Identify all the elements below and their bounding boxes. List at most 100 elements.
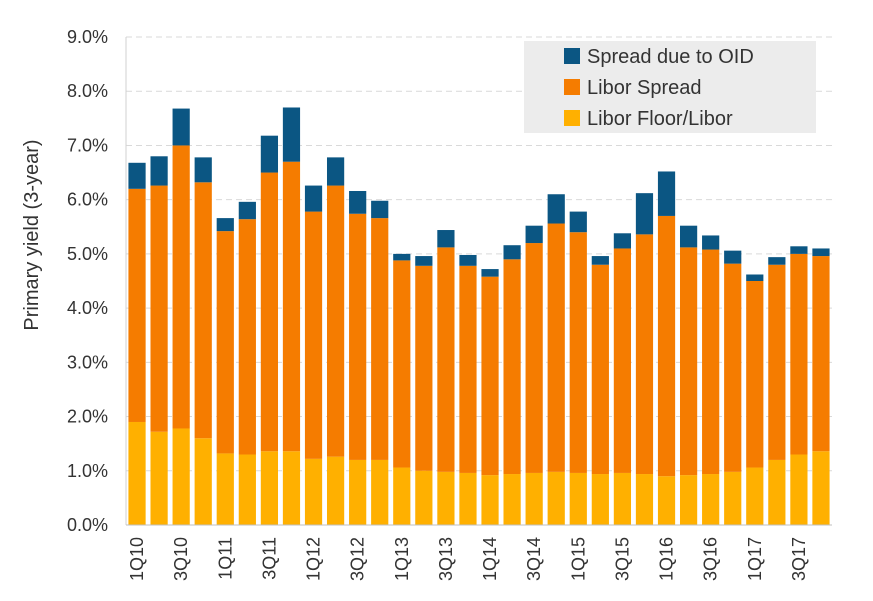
bar-segment (128, 421, 146, 525)
bar-segment (790, 246, 808, 254)
y-tick-label: 4.0% (67, 298, 108, 318)
bar-segment (238, 219, 256, 455)
bar-segment (349, 190, 367, 214)
bar-segment (679, 225, 698, 248)
bar-segment (591, 474, 609, 525)
bar-segment (194, 182, 212, 439)
bar-segment (812, 451, 830, 525)
bar-segment (393, 253, 411, 261)
bar-segment (459, 472, 477, 525)
legend-label: Spread due to OID (587, 46, 754, 68)
bar-segment (657, 171, 676, 216)
bar-segment (790, 253, 808, 455)
bar-segment (547, 471, 565, 525)
bar-segment (371, 200, 389, 219)
legend: Spread due to OID Libor Spread Libor Floor… (524, 41, 816, 133)
bar-segment (216, 218, 234, 232)
bar-segment (702, 249, 720, 475)
bar-segment (326, 456, 345, 525)
bar-segment (702, 474, 720, 525)
bar-segment (415, 470, 433, 525)
bar-segment (304, 211, 323, 459)
bar-segment (481, 269, 499, 277)
bar-segment (282, 161, 301, 452)
bar-segment (371, 218, 389, 460)
legend-swatch (564, 110, 580, 126)
bar-segment (724, 471, 742, 525)
bar-segment (768, 459, 786, 525)
bar-segment (525, 243, 543, 473)
bar-segment (282, 107, 301, 162)
bar-segment (635, 234, 654, 475)
bar-segment (172, 428, 190, 525)
grid-lines (126, 36, 832, 472)
bar-segment (437, 471, 455, 525)
bar-segment (679, 475, 698, 525)
x-tick-label: 1Q11 (215, 537, 235, 580)
x-tick-label: 3Q14 (524, 537, 544, 581)
bar-segment (525, 472, 543, 525)
x-tick-label: 3Q12 (348, 537, 368, 581)
bar-segment (481, 475, 499, 525)
y-tick-label: 8.0% (67, 81, 108, 101)
y-tick-label: 3.0% (67, 352, 108, 372)
bar-segment (569, 232, 587, 473)
x-tick-label: 1Q12 (304, 537, 324, 581)
bar-segment (150, 185, 168, 432)
bar-segment (613, 233, 632, 249)
bar-segment (216, 231, 234, 454)
bar-segment (282, 451, 301, 525)
x-tick-label: 1Q13 (392, 537, 412, 581)
x-tick-label: 1Q16 (657, 537, 677, 581)
bar-segment (746, 467, 764, 525)
bar-segment (415, 256, 433, 266)
bar-segment (481, 276, 499, 476)
bar-segment (724, 263, 742, 472)
bars (128, 107, 830, 525)
y-tick-label: 6.0% (67, 190, 108, 210)
x-tick-label: 1Q10 (127, 537, 147, 581)
legend-swatch (564, 48, 580, 64)
legend-label: Libor Floor/Libor (587, 108, 733, 130)
bar-segment (150, 431, 168, 525)
x-tick-label: 1Q15 (568, 537, 588, 581)
bar-segment (260, 172, 279, 452)
bar-segment (591, 264, 609, 475)
bar-segment (812, 256, 830, 452)
x-tick-label: 3Q15 (612, 537, 632, 581)
bar-segment (238, 454, 256, 525)
bar-segment (635, 474, 654, 525)
bar-segment (812, 248, 830, 257)
axes: 0.0% 1.0% 2.0% 3.0% 4.0% 5.0% 6.0% 7.0% 8.0% 9.0%… (67, 27, 832, 581)
bar-segment (569, 211, 587, 233)
bar-segment (503, 474, 521, 525)
bar-segment (437, 230, 455, 248)
bar-segment (525, 225, 543, 244)
bar-segment (459, 265, 477, 473)
bar-segment (415, 265, 433, 471)
bar-segment (635, 193, 654, 235)
y-tick-label: 2.0% (67, 407, 108, 427)
y-axis-title: Primary yield (3-year) (21, 139, 43, 330)
bar-segment (349, 213, 367, 460)
bar-segment (238, 201, 256, 220)
x-tick-label: 1Q14 (480, 537, 500, 581)
bar-segment (216, 453, 234, 525)
bar-segment (393, 467, 411, 525)
bar-segment (304, 185, 323, 212)
bar-segment (128, 188, 146, 422)
bar-segment (503, 245, 521, 260)
bar-segment (459, 254, 477, 266)
y-tick-label: 7.0% (67, 135, 108, 155)
bar-segment (150, 156, 168, 186)
bar-segment (790, 454, 808, 525)
bar-segment (657, 476, 676, 525)
y-tick-label: 1.0% (67, 461, 108, 481)
legend-swatch (564, 79, 580, 95)
bar-segment (172, 108, 190, 146)
x-tick-label: 3Q11 (259, 537, 279, 580)
bar-segment (349, 459, 367, 525)
bar-segment (613, 248, 632, 473)
